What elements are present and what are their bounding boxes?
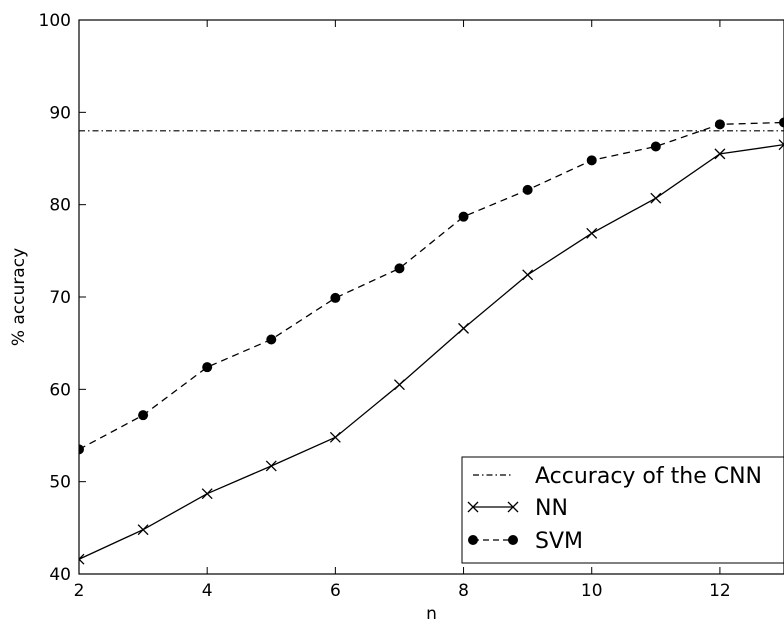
legend-nn-marker [467, 501, 479, 513]
y-tick-label: 80 [49, 196, 71, 216]
svm-point-marker [79, 444, 84, 455]
x-tick-label: 10 [581, 581, 603, 601]
nn-point-marker [650, 192, 662, 204]
y-tick-label: 70 [49, 288, 71, 308]
nn-point-marker [458, 322, 470, 334]
x-axis-ticks: 2 4 6 8 10 12 [74, 20, 731, 601]
nn-point-marker [586, 227, 598, 239]
plot-frame [78, 19, 784, 575]
y-axis-label: % accuracy [9, 248, 29, 346]
svm-series-line [79, 121, 784, 450]
nn-series-line [79, 144, 784, 560]
nn-point-marker [201, 488, 213, 500]
nn-point-marker [137, 524, 149, 536]
y-tick-label: 50 [49, 473, 71, 493]
nn-point-marker [79, 553, 85, 565]
legend-svm-marker [468, 535, 478, 545]
svm-point-marker [330, 292, 341, 303]
y-tick-label: 60 [49, 380, 71, 400]
y-axis-ticks: 40 50 60 70 80 90 100 [39, 11, 86, 585]
x-axis-label: n [426, 604, 437, 623]
legend-label-cnn: Accuracy of the CNN [535, 464, 762, 489]
x-tick-label: 12 [709, 581, 731, 601]
svm-point-marker [650, 141, 661, 152]
svm-point-marker [779, 117, 784, 128]
legend-label-svm: SVM [535, 529, 583, 554]
y-tick-label: 40 [49, 565, 71, 585]
svm-point-marker [522, 184, 533, 195]
svm-point-marker [714, 119, 725, 130]
nn-point-marker [522, 269, 534, 281]
legend-nn-markers [467, 501, 519, 513]
nn-point-marker [329, 431, 341, 443]
legend-svm-marker [508, 535, 518, 545]
svm-point-marker [266, 334, 277, 345]
x-tick-label: 4 [202, 581, 213, 601]
nn-point-marker [714, 148, 726, 160]
legend: Accuracy of the CNN NN SVM [461, 456, 784, 564]
y-tick-label: 100 [39, 11, 71, 31]
x-tick-label: 8 [458, 581, 469, 601]
legend-nn-marker [507, 501, 519, 513]
plot-area [79, 117, 784, 565]
y-tick-label: 90 [49, 103, 71, 123]
svm-point-marker [138, 410, 149, 421]
svm-point-marker [458, 211, 469, 222]
legend-label-nn: NN [535, 496, 568, 521]
svm-point-marker [586, 155, 597, 166]
nn-point-marker [393, 379, 405, 391]
svm-point-marker [202, 362, 213, 373]
nn-point-marker [265, 460, 277, 472]
svm-point-marker [394, 263, 405, 274]
x-tick-label: 2 [74, 581, 85, 601]
nn-point-marker [778, 139, 784, 151]
x-tick-label: 6 [330, 581, 341, 601]
legend-svm-markers [468, 535, 518, 545]
